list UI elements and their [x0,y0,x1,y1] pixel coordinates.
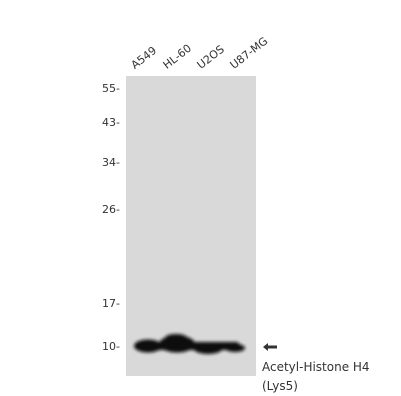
lane-label-u87mg: U87-MG [227,34,271,72]
lane-label-a549: A549 [128,43,160,72]
band-hl60-upper [165,334,187,342]
mw-marker-10: 10- [102,340,120,353]
mw-marker-55: 55- [102,82,120,95]
blot-panel [126,76,256,376]
mw-marker-34: 34- [102,156,120,169]
lane-label-u2os: U2OS [194,42,227,72]
mw-marker-26: 26- [102,203,120,216]
target-label: Acetyl-Histone H4 (Lys5) [262,358,370,396]
protein-bands [134,334,245,354]
mw-marker-43: 43- [102,116,120,129]
band-bridge [140,342,240,350]
left-arrow-icon [263,343,277,351]
lane-label-hl60: HL-60 [160,41,194,72]
mw-marker-17: 17- [102,297,120,310]
target-label-line1: Acetyl-Histone H4 [262,360,370,374]
target-label-line2: (Lys5) [262,379,298,393]
